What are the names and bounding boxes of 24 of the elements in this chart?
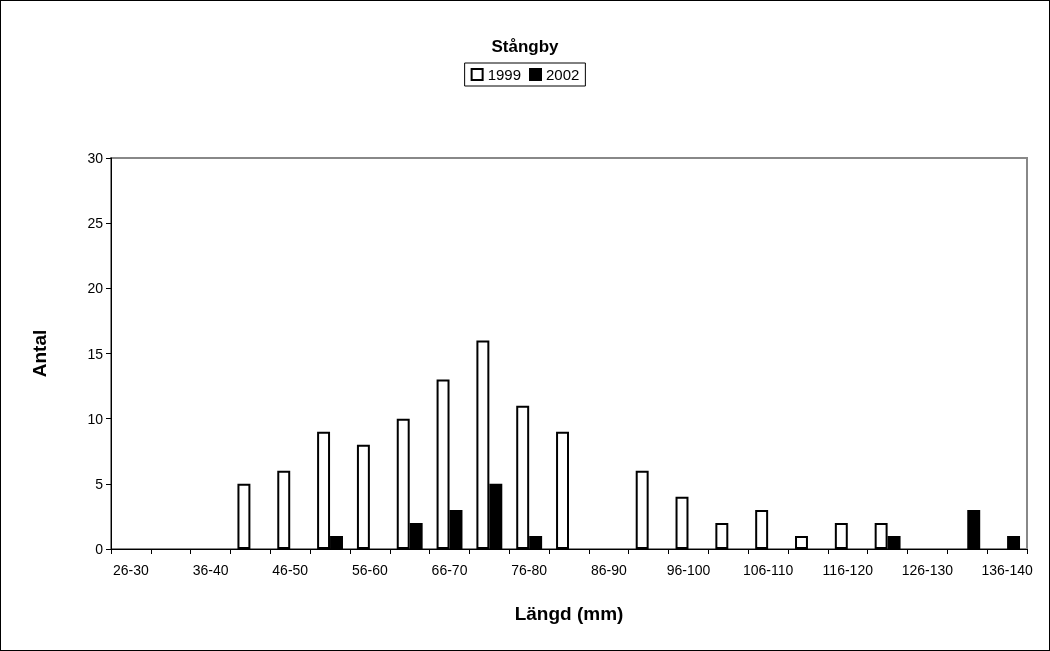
x-tick-label: 76-80 [511, 562, 548, 578]
x-tick-label: 36-40 [192, 562, 229, 578]
x-tick-label: 26-30 [113, 562, 150, 578]
y-axis-title: Antal [29, 329, 50, 378]
y-tick-label: 5 [95, 475, 104, 492]
y-tick-label: 0 [95, 541, 104, 557]
x-tick-label: 86-90 [590, 562, 627, 578]
x-axis-title: Längd (mm) [514, 603, 624, 624]
legend-label: 1999 [487, 66, 522, 83]
x-tick-label: 66-70 [431, 562, 468, 578]
x-tick-label: 56-60 [351, 562, 388, 578]
y-tick-label: 20 [87, 280, 104, 297]
x-tick-label: 116-120 [822, 562, 874, 578]
chart-title: Stångby [491, 37, 560, 56]
x-tick-label: 126-130 [901, 562, 954, 578]
y-tick-label: 15 [87, 345, 104, 362]
y-tick-label: 25 [87, 215, 104, 232]
x-tick-label: 46-50 [272, 562, 309, 578]
x-tick-label: 136-140 [981, 562, 1033, 578]
y-tick-label: 30 [87, 150, 104, 166]
y-tick-label: 10 [87, 410, 104, 427]
x-tick-label: 106-110 [742, 562, 794, 578]
x-tick-label: 96-100 [666, 562, 711, 578]
legend-label: 2002 [546, 66, 580, 83]
